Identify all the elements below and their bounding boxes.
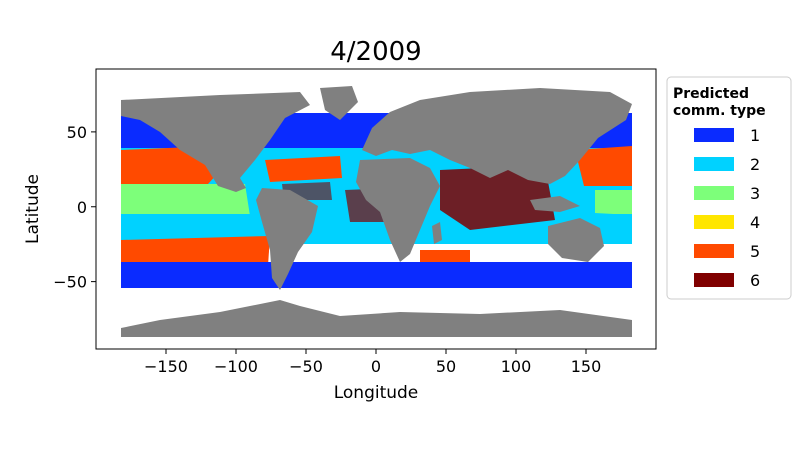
x-tick-label: 0	[371, 357, 381, 376]
y-tick-label: −50	[53, 273, 87, 292]
legend-swatch	[694, 215, 734, 229]
community-patch-5-south-indian	[420, 250, 470, 262]
legend-label: 1	[750, 126, 760, 145]
land-madagascar	[432, 222, 442, 244]
community-patch-5-south-pacific	[121, 236, 270, 270]
map-title: 4/2009	[330, 37, 421, 67]
community-patch-3-equatorial-pacific	[121, 184, 250, 218]
legend-swatch	[694, 157, 734, 171]
community-patch-5-north-atlantic	[265, 156, 342, 182]
land-south-america	[256, 188, 318, 290]
y-tick-label: 50	[67, 123, 87, 142]
x-tick-label: −50	[289, 357, 323, 376]
community-patch-3-west-pacific	[595, 190, 632, 215]
legend-swatch	[694, 128, 734, 142]
land-africa	[356, 158, 440, 262]
community-patch-5-north-west-pacific	[575, 146, 632, 192]
legend-items: 1 2 3 4 5 6	[694, 126, 760, 290]
legend-swatch	[694, 273, 734, 287]
legend-title-line-1: Predicted	[673, 86, 749, 102]
legend-label: 3	[750, 184, 760, 203]
y-tick-label: 0	[77, 198, 87, 217]
land-north-america	[121, 92, 310, 192]
legend: Predicted comm. type 1 2 3 4 5 6	[666, 76, 792, 300]
x-axis-ticks: −150 −100 −50 0 50 100 150	[144, 349, 601, 376]
legend-label: 4	[750, 213, 760, 232]
land-eurasia	[362, 88, 632, 184]
land-greenland	[320, 86, 358, 120]
x-tick-label: 100	[501, 357, 532, 376]
y-axis-ticks: 50 0 −50	[53, 123, 96, 292]
legend-label: 6	[750, 271, 760, 290]
community-patch-6-indian	[440, 165, 555, 230]
legend-swatch	[694, 186, 734, 200]
x-axis-label: Longitude	[334, 383, 419, 403]
land-indonesia	[530, 196, 580, 212]
legend-title-line-2: comm. type	[673, 103, 766, 119]
x-tick-label: 150	[571, 357, 602, 376]
community-band-1-south	[121, 262, 632, 288]
land-antarctica	[121, 300, 632, 337]
y-axis-label: Latitude	[23, 174, 43, 244]
x-tick-label: −150	[144, 357, 188, 376]
map-axes: −150 −100 −50 0 50 100 150 50 0 −50	[53, 68, 657, 376]
x-tick-label: −100	[214, 357, 258, 376]
legend-label: 5	[750, 242, 760, 261]
legend-swatch	[694, 244, 734, 258]
land-australia	[548, 218, 604, 262]
x-tick-label: 50	[436, 357, 456, 376]
legend-label: 2	[750, 155, 760, 174]
land-layer	[121, 86, 632, 337]
